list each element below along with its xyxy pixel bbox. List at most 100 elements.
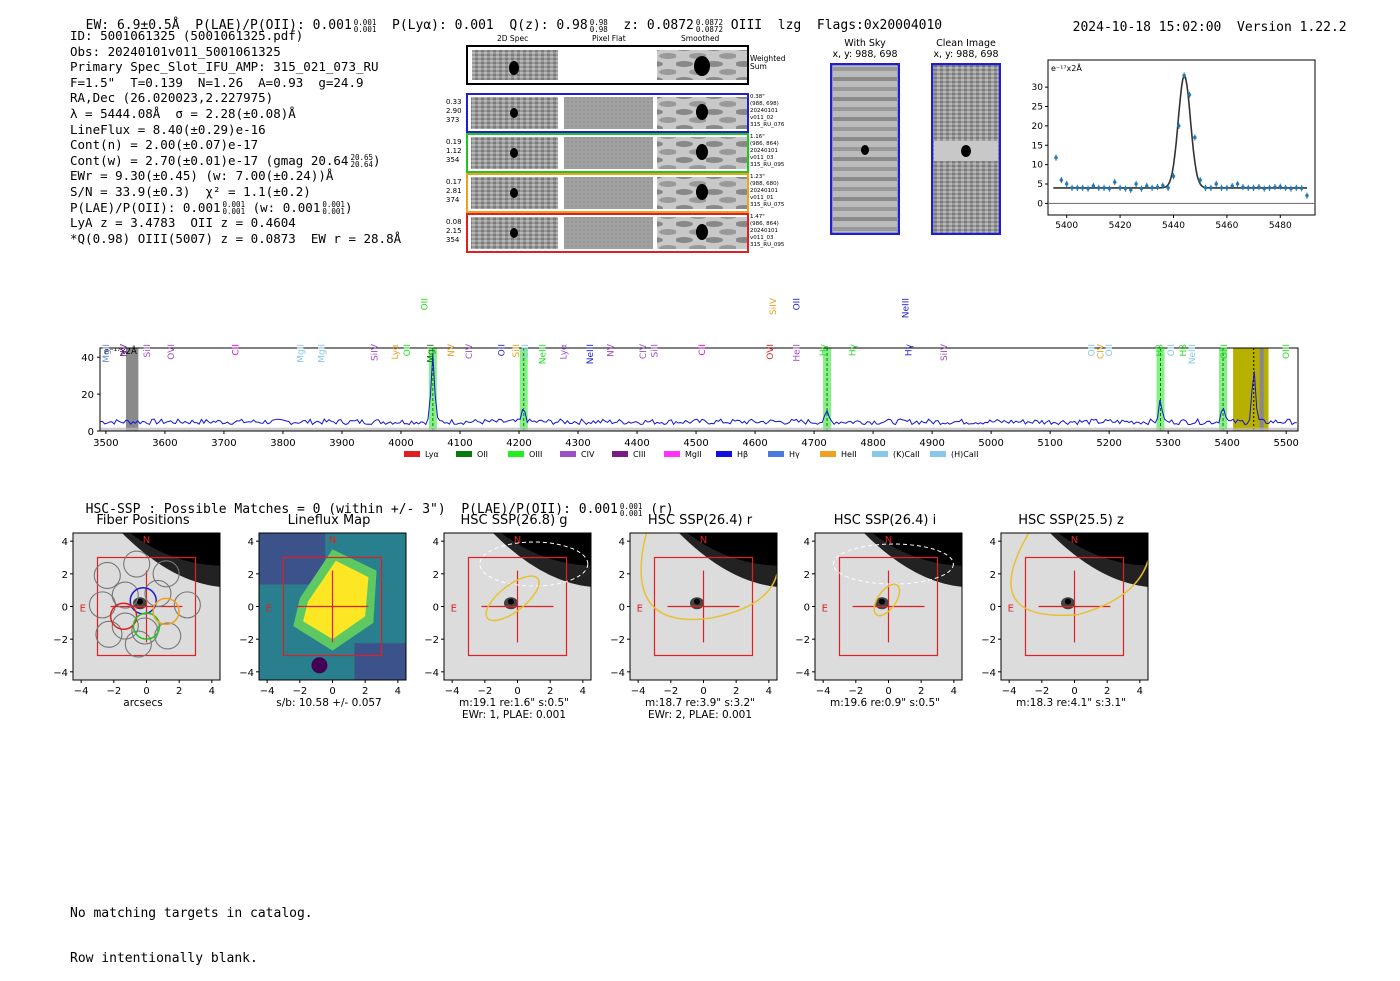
info-radec: RA,Dec (26.020023,2.227975) <box>70 90 274 106</box>
caption-line1: m:18.3 re:4.1" s:3.1" <box>1016 697 1126 709</box>
cutout-ytick-label: 4 <box>433 537 439 548</box>
cutout-ytick-label: −2 <box>981 635 996 646</box>
fiber-source <box>510 228 518 238</box>
aperture-box <box>282 556 383 657</box>
legend-swatch <box>768 451 784 457</box>
aperture-box <box>96 556 197 657</box>
line-id-label: Hβ <box>1155 344 1165 357</box>
caption-line1: s/b: 10.58 +/- 0.057 <box>276 697 382 709</box>
catalog-ellipse <box>485 575 540 622</box>
line-id-label: NV <box>120 343 130 357</box>
zoom-ytick-label: 25 <box>1032 103 1043 113</box>
caption-line1: m:18.7 re:3.9" s:3.2" <box>645 697 755 709</box>
fiber-pixel-flat <box>564 217 653 249</box>
cutout-xtick-label: 4 <box>209 686 215 697</box>
zoom-data-point <box>1198 178 1202 182</box>
q-label: Q(z): 0.98 <box>509 18 588 33</box>
lineflux-peak <box>303 560 369 640</box>
full-xtick-label: 4200 <box>506 438 531 449</box>
legend-label: MgII <box>685 450 702 459</box>
compass-east: E <box>80 603 86 614</box>
target-core <box>878 598 885 605</box>
cutout-ytick-label: −4 <box>981 668 996 679</box>
hsc-panel-title: HSC SSP(25.5) z <box>1018 513 1124 528</box>
cutout-xtick-label: −2 <box>663 686 678 697</box>
target-core <box>507 598 514 605</box>
mask-hatch <box>1259 348 1264 431</box>
legend-swatch <box>716 451 732 457</box>
target-core <box>1064 598 1071 605</box>
line-id-label: OII <box>1167 344 1177 356</box>
fiber-circle <box>95 620 123 648</box>
line-id-label: CII <box>698 344 708 356</box>
info-lineflux: LineFlux = 8.40(±0.29)e-16 <box>70 121 266 137</box>
legend-label: OII <box>477 450 488 459</box>
cutout-ytick-label: −2 <box>795 635 810 646</box>
legend-swatch <box>508 451 524 457</box>
cutout-xtick-label: 2 <box>1104 686 1110 697</box>
hsc-panel-caption: s/b: 10.58 +/- 0.057 <box>244 697 414 709</box>
fiber-smoothed-source <box>696 184 708 200</box>
footer-line2: Row intentionally blank. <box>70 951 258 966</box>
fiber-source <box>510 148 518 158</box>
zoom-data-point <box>1113 180 1117 184</box>
legend-label: Lyα <box>425 450 439 459</box>
full-plot-frame <box>99 347 1299 432</box>
cutout-ytick-label: −2 <box>424 635 439 646</box>
line-id-label: SiII <box>512 344 522 358</box>
sky-stripe <box>833 167 897 171</box>
hsc-panel-title: Lineflux Map <box>287 513 371 528</box>
hsc-panel-title: HSC SSP(26.4) r <box>647 513 753 528</box>
caption-line2: EWr: 2, PLAE: 0.001 <box>647 709 753 721</box>
zoom-data-point <box>1161 183 1165 188</box>
info-block: ID: 5001061325 (5001061325.pdf) Obs: 202… <box>70 28 401 246</box>
sky-stripe <box>833 187 897 191</box>
line-id-label: MgII <box>317 344 327 363</box>
sky-stripe <box>833 77 897 81</box>
legend-label: HeII <box>841 450 857 459</box>
zoom-xtick-label: 5420 <box>1109 221 1132 231</box>
cutout-xtick-label: −4 <box>1002 686 1017 697</box>
line-id-label-upper: SiIV <box>769 297 779 315</box>
cutout-xtick-label: 2 <box>176 686 182 697</box>
zoom-data-point <box>1193 135 1197 140</box>
zoom-data-point <box>1102 186 1106 190</box>
zoom-data-point <box>1081 186 1085 190</box>
clean-image <box>931 63 1001 235</box>
clean-image-title: Clean Image x, y: 988, 698 <box>931 38 1001 60</box>
line-id-label: CII <box>232 344 242 356</box>
bright-galaxy-core <box>130 533 220 566</box>
full-xtick-label: 4600 <box>742 438 767 449</box>
q-sup: 0.98 <box>589 17 608 27</box>
compass-north: N <box>514 535 521 546</box>
zoom-data-point <box>1059 178 1064 182</box>
plae-info-sup: 0.001 <box>222 200 246 210</box>
fiber-smoothed-source <box>696 104 708 120</box>
aperture-box <box>838 556 939 657</box>
gmag-sup: 20.65 <box>350 153 374 163</box>
target-core <box>136 598 143 605</box>
zoom-data-point <box>1070 186 1074 190</box>
zoom-data-point <box>1246 186 1250 190</box>
zoom-data-point <box>1155 185 1160 189</box>
clean-title-text: Clean Image <box>936 38 996 49</box>
zoom-ytick-label: 20 <box>1032 122 1044 132</box>
cutout-ytick-label: 0 <box>248 603 254 614</box>
weighted-sum-label: Weighted Sum <box>750 54 786 71</box>
cutout-xtick-label: 4 <box>766 686 772 697</box>
bright-galaxy-core <box>1058 533 1148 566</box>
line-id-label: OVI <box>766 344 776 360</box>
cutout-ytick-label: −4 <box>610 668 625 679</box>
zoom-data-point <box>1107 186 1112 191</box>
hsc-cutout: N E −4 −4 −2 −2 0 0 2 2 4 4 <box>610 532 778 697</box>
compass-east: E <box>1008 603 1014 614</box>
legend-swatch <box>664 451 680 457</box>
cutout-xtick-label: 0 <box>885 686 891 697</box>
line-id-label-upper: OII <box>421 298 431 310</box>
fiber-circle <box>111 581 139 609</box>
cutout-ytick-label: 4 <box>804 537 810 548</box>
col-smoothed: Smoothed <box>681 34 720 43</box>
cutout-ytick-label: 0 <box>990 603 996 614</box>
zoom-data-point <box>1299 186 1304 190</box>
zoom-data-point <box>1305 193 1309 198</box>
